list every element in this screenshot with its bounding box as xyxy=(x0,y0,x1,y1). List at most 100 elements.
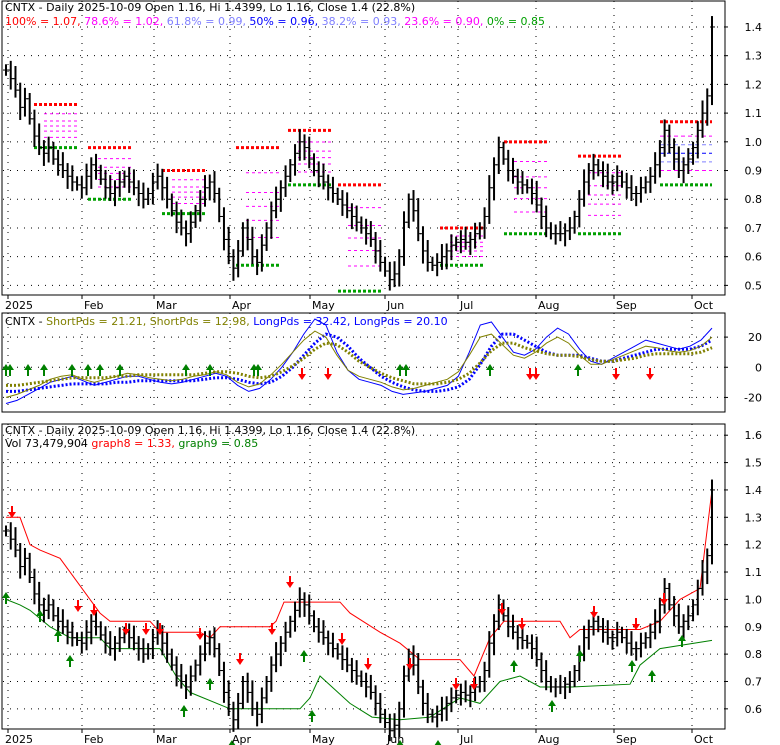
oscillator-legend-entry-1: ShortPds = 21.21, xyxy=(43,315,147,328)
lower-y-tick-label: 0.9 xyxy=(745,621,763,634)
oscillator-legend-entry-4: LongPds = 20.10 xyxy=(350,315,447,328)
lower-down-arrow xyxy=(406,658,414,670)
fib-legend-entry-1: 78.6% = 1.02, xyxy=(81,15,164,28)
lower-down-arrow xyxy=(286,576,294,588)
lower-down-arrow xyxy=(338,633,346,645)
osc-up-arrow xyxy=(402,364,410,376)
oscillator-legend-entry-2: ShortPds = 12.98, xyxy=(146,315,250,328)
lower-y-axis: 1.6 1.5 1.4 1.3 1.2 1.1 1.0 0.9 0.8 0.7 0.6 xyxy=(724,429,762,716)
upper-x-tick-label: Mar xyxy=(156,299,177,312)
price-y-tick-label: 0.9 xyxy=(745,165,763,178)
lower-y-tick-label: 0.7 xyxy=(745,675,763,688)
lower-down-arrow xyxy=(498,603,506,615)
fib-legend-entry-5: 23.6% = 0.90, xyxy=(401,15,484,28)
price-y-tick-label: 0.5 xyxy=(745,279,763,292)
price-panel-title: CNTX - Daily 2025-10-09 Open 1.16, Hi 1.… xyxy=(5,1,415,14)
fib-legend-entry-6: 0% = 0.85 xyxy=(483,15,545,28)
osc-up-arrow xyxy=(96,364,104,376)
osc-down-arrow xyxy=(298,368,306,380)
lower-x-tick-label: Oct xyxy=(694,733,714,745)
lower-up-arrow xyxy=(2,592,10,604)
fib-legend: 100% = 1.07, 78.6% = 1.02, 61.8% = 0.99,… xyxy=(5,15,545,28)
graph8-line xyxy=(6,489,713,677)
osc-y-tick-label: 0 xyxy=(755,361,762,374)
lower-down-arrow xyxy=(452,678,460,690)
lower-down-arrow xyxy=(660,593,668,605)
lower-y-tick-label: 1.0 xyxy=(745,593,763,606)
osc-y-tick-label: -20 xyxy=(744,391,762,404)
osc-down-arrow xyxy=(532,368,540,380)
osc-down-arrow xyxy=(324,368,332,380)
lower-up-arrow xyxy=(66,655,74,667)
price-y-tick-label: 1.3 xyxy=(745,50,763,63)
price-y-tick-label: 0.6 xyxy=(745,251,763,264)
lower-up-arrow xyxy=(510,660,518,672)
osc-y-tick-label: 20 xyxy=(748,331,762,344)
lower-x-tick-label: Jun xyxy=(386,733,404,745)
lower-up-arrow xyxy=(434,740,442,745)
osc-up-arrow xyxy=(486,364,494,376)
upper-x-tick-label: Apr xyxy=(232,299,252,312)
osc-up-arrow xyxy=(6,364,14,376)
oscillator-arrows xyxy=(2,364,654,380)
upper-x-tick-label: Sep xyxy=(616,299,637,312)
fib-legend-entry-4: 38.2% = 0.93, xyxy=(318,15,401,28)
lower-down-arrow xyxy=(122,623,130,635)
osc-up-arrow xyxy=(206,364,214,376)
lower-down-arrow xyxy=(142,623,150,635)
lower-x-tick-label: Jul xyxy=(459,733,473,745)
lower-x-tick-label: Apr xyxy=(232,733,252,745)
fibonacci-levels xyxy=(34,102,712,293)
upper-x-tick-label: 2025 xyxy=(5,299,33,312)
osc-up-arrow xyxy=(182,364,190,376)
oscillator-y-axis: 20 0 -20 xyxy=(724,331,762,404)
lower-down-arrow xyxy=(518,618,526,630)
lower-panel-grid xyxy=(3,424,724,728)
lower-down-arrow xyxy=(364,658,372,670)
lower-up-arrow xyxy=(576,650,584,662)
lower-down-arrow xyxy=(632,618,640,630)
lower-x-tick-label: Mar xyxy=(156,733,177,745)
oscillator-series-short_slow xyxy=(6,341,713,387)
lower-y-tick-label: 0.6 xyxy=(745,703,763,716)
osc-up-arrow xyxy=(254,364,262,376)
price-panel-grid xyxy=(3,1,724,294)
lower-down-arrow xyxy=(8,506,16,518)
lower-legend: Vol 73,479,904 graph8 = 1.33, graph9 = 0… xyxy=(5,437,258,450)
upper-x-tick-label: Aug xyxy=(538,299,559,312)
lower-up-arrow xyxy=(628,660,636,672)
osc-up-arrow xyxy=(116,364,124,376)
lower-price-panel-frame xyxy=(1,423,726,730)
price-bars-upper xyxy=(3,16,715,291)
oscillator-legend-entry-3: LongPds = 32.42, xyxy=(250,315,351,328)
oscillator-lines xyxy=(5,318,713,404)
lower-up-arrow xyxy=(206,678,214,690)
lower-up-arrow xyxy=(54,630,62,642)
lower-down-arrow xyxy=(236,653,244,665)
osc-down-arrow xyxy=(612,368,620,380)
oscillator-legend-entry-0: CNTX - xyxy=(5,315,43,328)
price-y-tick-label: 0.8 xyxy=(745,193,763,206)
oscillator-series-long_fast xyxy=(5,318,713,404)
price-y-tick-label: 1.2 xyxy=(745,78,763,91)
osc-down-arrow xyxy=(646,368,654,380)
upper-x-axis: 2025 Feb Mar Apr May Jun Jul Aug Sep Oct xyxy=(5,295,714,312)
lower-y-tick-label: 0.8 xyxy=(745,648,763,661)
lower-x-axis: 2025 Feb Mar Apr May Jun Jul Aug Sep Oct xyxy=(5,729,714,745)
osc-up-arrow xyxy=(396,364,404,376)
lower-down-arrow xyxy=(196,628,204,640)
lower-arrows xyxy=(2,506,686,745)
upper-x-tick-label: Oct xyxy=(694,299,714,312)
lower-x-tick-label: May xyxy=(312,733,335,745)
lower-y-tick-label: 1.2 xyxy=(745,539,763,552)
lower-legend-entry-1: graph8 = 1.33, xyxy=(88,437,175,450)
osc-down-arrow xyxy=(526,368,534,380)
lower-y-tick-label: 1.4 xyxy=(745,484,763,497)
lower-legend-entry-2: graph9 = 0.85 xyxy=(175,437,258,450)
oscillator-legend: CNTX - ShortPds = 21.21, ShortPds = 12.9… xyxy=(5,315,448,328)
lower-x-tick-label: Sep xyxy=(616,733,637,745)
lower-down-arrow xyxy=(156,623,164,635)
upper-x-tick-label: Feb xyxy=(84,299,103,312)
price-panel-frame xyxy=(1,0,726,296)
